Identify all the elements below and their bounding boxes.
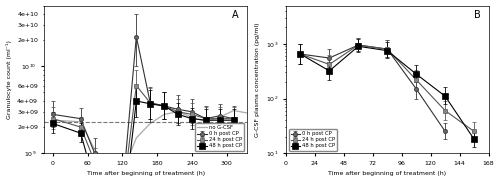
no G-CSF [50, 119, 56, 121]
Line: no G-CSF: no G-CSF [53, 110, 248, 173]
X-axis label: Time after beginning of treatment (h): Time after beginning of treatment (h) [328, 171, 446, 176]
Y-axis label: Granulocyte count (ml⁻¹): Granulocyte count (ml⁻¹) [6, 40, 12, 119]
no G-CSF [203, 121, 209, 123]
Legend: no G-CSF, 0 h post CP, 24 h post CP, 48 h post CP: no G-CSF, 0 h post CP, 24 h post CP, 48 … [196, 123, 244, 151]
no G-CSF [230, 109, 236, 112]
no G-CSF [147, 122, 153, 124]
Text: A: A [232, 10, 239, 20]
no G-CSF [134, 137, 140, 139]
X-axis label: Time after beginning of treatment (h): Time after beginning of treatment (h) [86, 171, 204, 176]
no G-CSF [189, 116, 195, 118]
no G-CSF [106, 163, 112, 165]
no G-CSF [244, 112, 250, 114]
no G-CSF [216, 116, 222, 118]
Y-axis label: G-CSF plasma concentration (pg/ml): G-CSF plasma concentration (pg/ml) [256, 22, 260, 137]
no G-CSF [120, 171, 126, 174]
no G-CSF [161, 113, 167, 115]
no G-CSF [175, 111, 181, 113]
no G-CSF [78, 121, 84, 123]
no G-CSF [92, 149, 98, 151]
Legend: 0 h post CP, 24 h post CP, 48 h post CP: 0 h post CP, 24 h post CP, 48 h post CP [288, 129, 338, 151]
Text: B: B [474, 10, 480, 20]
